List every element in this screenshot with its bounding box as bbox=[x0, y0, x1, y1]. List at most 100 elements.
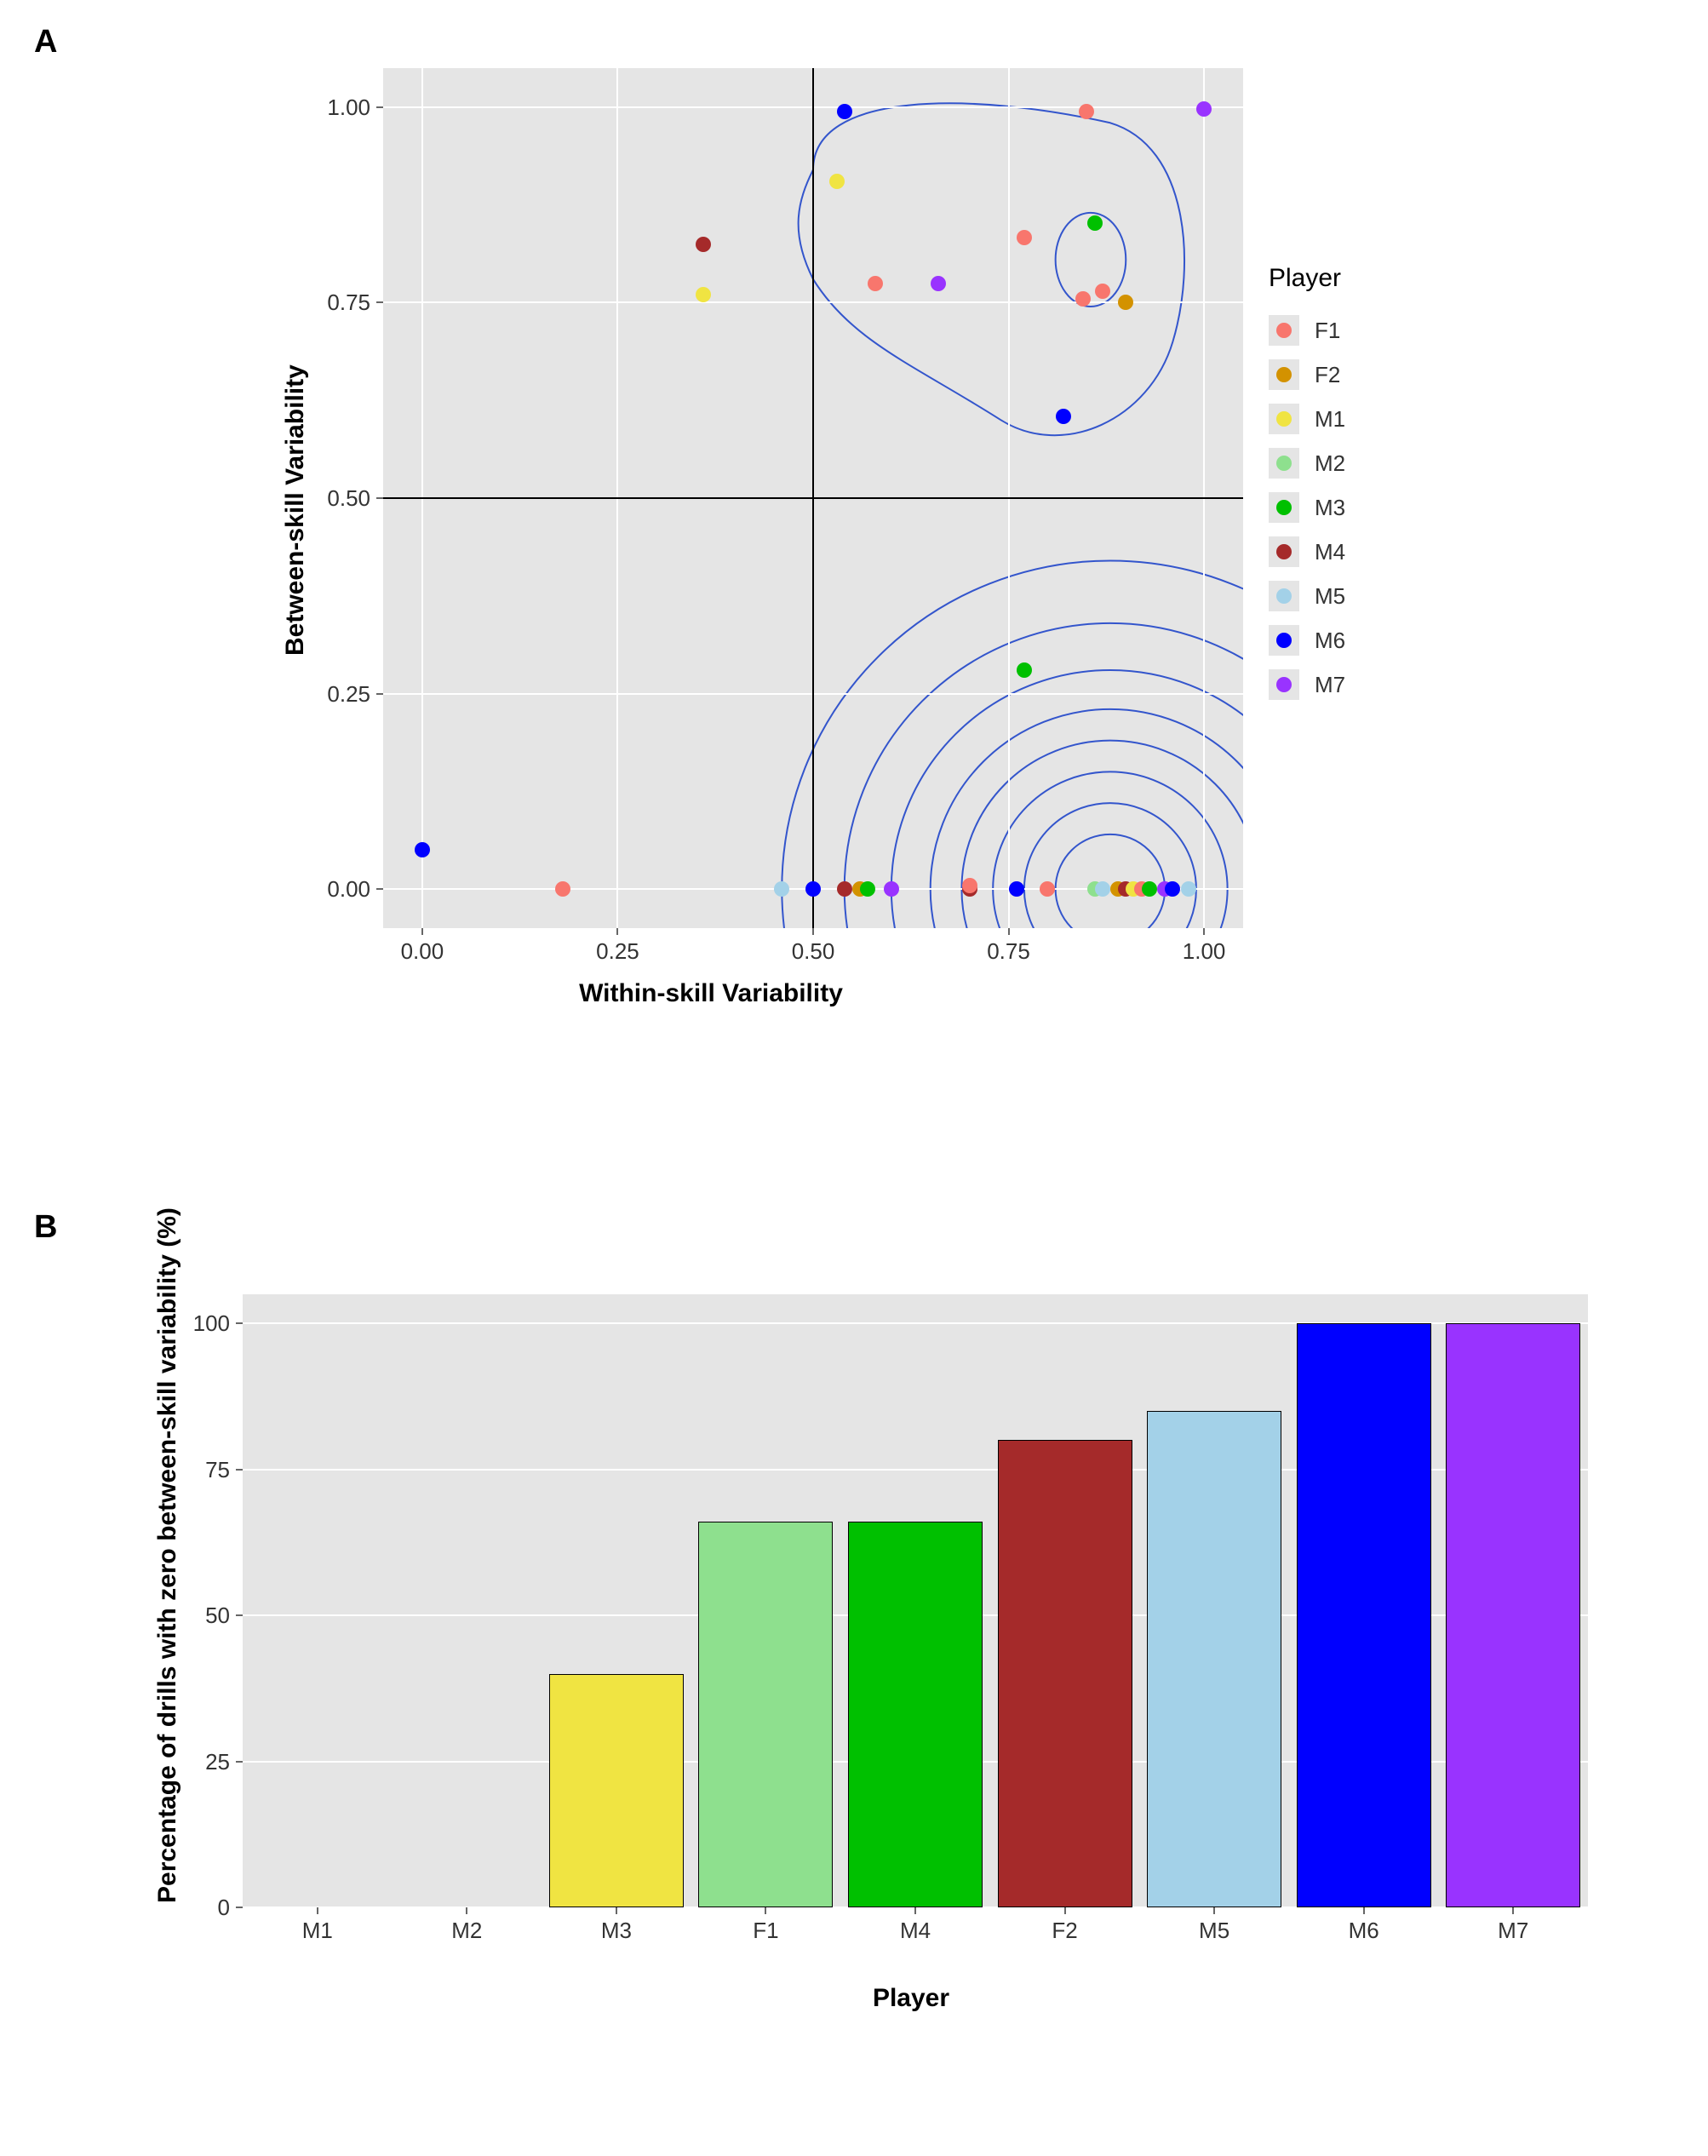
bar-x-tick bbox=[914, 1907, 916, 1914]
scatter-point bbox=[1079, 104, 1094, 119]
bar-x-tick bbox=[616, 1907, 617, 1914]
legend-title: Player bbox=[1269, 264, 1439, 293]
legend-item: M5 bbox=[1269, 574, 1439, 618]
scatter-y-tick bbox=[376, 301, 383, 303]
panel-b-label: B bbox=[34, 1209, 57, 1246]
scatter-y-tick-label: 0.50 bbox=[302, 485, 370, 512]
scatter-y-tick bbox=[376, 693, 383, 695]
page: A Within-skill Variability Between-skill… bbox=[0, 0, 1708, 2156]
legend-dot-icon bbox=[1276, 456, 1292, 471]
bar bbox=[1297, 1323, 1431, 1907]
bar-x-tick-label: M1 bbox=[284, 1918, 352, 1944]
bar-x-tick-label: M3 bbox=[582, 1918, 651, 1944]
scatter-y-tick bbox=[376, 497, 383, 499]
legend-label: F2 bbox=[1315, 362, 1340, 388]
legend-item: F2 bbox=[1269, 353, 1439, 397]
legend-key bbox=[1269, 315, 1299, 346]
scatter-point bbox=[1196, 101, 1212, 117]
scatter-point bbox=[884, 881, 899, 897]
scatter-point bbox=[931, 276, 946, 291]
scatter-point bbox=[696, 287, 711, 302]
scatter-point bbox=[1181, 881, 1196, 897]
bar-x-tick-label: M4 bbox=[881, 1918, 949, 1944]
bar bbox=[698, 1522, 833, 1907]
scatter-point bbox=[1142, 881, 1157, 897]
legend-label: M6 bbox=[1315, 628, 1345, 654]
scatter-point bbox=[805, 881, 821, 897]
bar-y-tick bbox=[236, 1907, 243, 1908]
bar-x-tick-label: M7 bbox=[1479, 1918, 1547, 1944]
legend-label: M4 bbox=[1315, 539, 1345, 565]
bar-x-tick bbox=[466, 1907, 467, 1914]
scatter-x-tick-label: 1.00 bbox=[1170, 938, 1238, 965]
scatter-x-tick bbox=[1203, 928, 1205, 935]
scatter-x-tick bbox=[1008, 928, 1010, 935]
legend-key bbox=[1269, 625, 1299, 656]
legend-item: M7 bbox=[1269, 662, 1439, 707]
bar-y-tick bbox=[236, 1469, 243, 1471]
scatter-point bbox=[1056, 409, 1071, 424]
scatter-y-tick-label: 0.75 bbox=[302, 290, 370, 316]
bar-x-tick bbox=[1512, 1907, 1514, 1914]
legend-label: M7 bbox=[1315, 672, 1345, 698]
legend-label: F1 bbox=[1315, 318, 1340, 344]
scatter-point bbox=[1017, 230, 1032, 245]
scatter-point bbox=[837, 104, 852, 119]
bar-y-tick-label: 50 bbox=[162, 1603, 230, 1629]
legend-item: M4 bbox=[1269, 530, 1439, 574]
legend-key bbox=[1269, 492, 1299, 523]
scatter-point bbox=[1095, 284, 1110, 299]
scatter-crosshair-v bbox=[812, 68, 814, 928]
bar bbox=[998, 1440, 1132, 1907]
bar-x-tick-label: M5 bbox=[1180, 1918, 1248, 1944]
bar bbox=[1147, 1411, 1281, 1907]
scatter-point bbox=[1017, 662, 1032, 678]
scatter-plot-area bbox=[383, 68, 1243, 928]
bar bbox=[848, 1522, 983, 1907]
scatter-point bbox=[1095, 881, 1110, 897]
legend-label: M5 bbox=[1315, 583, 1345, 610]
bar-x-tick bbox=[317, 1907, 318, 1914]
scatter-point bbox=[1040, 881, 1055, 897]
bar-y-tick-label: 0 bbox=[162, 1895, 230, 1921]
legend-key bbox=[1269, 404, 1299, 434]
legend-label: M1 bbox=[1315, 406, 1345, 433]
legend-item: F1 bbox=[1269, 308, 1439, 353]
bar-x-tick-label: F1 bbox=[731, 1918, 800, 1944]
legend-label: M3 bbox=[1315, 495, 1345, 521]
legend-key bbox=[1269, 581, 1299, 611]
scatter-point bbox=[1118, 295, 1133, 310]
scatter-point bbox=[1087, 215, 1103, 231]
bar bbox=[1446, 1323, 1580, 1907]
bar-x-tick-label: M2 bbox=[433, 1918, 501, 1944]
legend-dot-icon bbox=[1276, 677, 1292, 692]
scatter-x-tick bbox=[421, 928, 423, 935]
bar-y-tick bbox=[236, 1614, 243, 1616]
legend-item: M3 bbox=[1269, 485, 1439, 530]
scatter-point bbox=[774, 881, 789, 897]
scatter-point bbox=[860, 881, 875, 897]
scatter-x-axis-title: Within-skill Variability bbox=[579, 979, 843, 1008]
bar-x-tick bbox=[765, 1907, 766, 1914]
scatter-point bbox=[1165, 881, 1180, 897]
scatter-point bbox=[1075, 291, 1091, 307]
scatter-x-tick bbox=[812, 928, 814, 935]
legend-key bbox=[1269, 448, 1299, 479]
scatter-point bbox=[868, 276, 883, 291]
legend-dot-icon bbox=[1276, 588, 1292, 604]
scatter-x-tick-label: 0.75 bbox=[975, 938, 1043, 965]
bar-x-tick bbox=[1213, 1907, 1215, 1914]
bar-plot-area bbox=[243, 1294, 1588, 1907]
legend-dot-icon bbox=[1276, 323, 1292, 338]
legend-dot-icon bbox=[1276, 633, 1292, 648]
legend-item: M2 bbox=[1269, 441, 1439, 485]
scatter-x-tick-label: 0.50 bbox=[779, 938, 847, 965]
bar-y-tick bbox=[236, 1761, 243, 1763]
bar-y-tick-label: 100 bbox=[162, 1310, 230, 1337]
scatter-y-tick-label: 1.00 bbox=[302, 95, 370, 121]
bar-y-tick-label: 25 bbox=[162, 1749, 230, 1775]
scatter-point bbox=[962, 878, 977, 893]
legend-key bbox=[1269, 536, 1299, 567]
bar bbox=[549, 1674, 684, 1907]
scatter-panel: Within-skill Variability Between-skill V… bbox=[238, 43, 1388, 1022]
